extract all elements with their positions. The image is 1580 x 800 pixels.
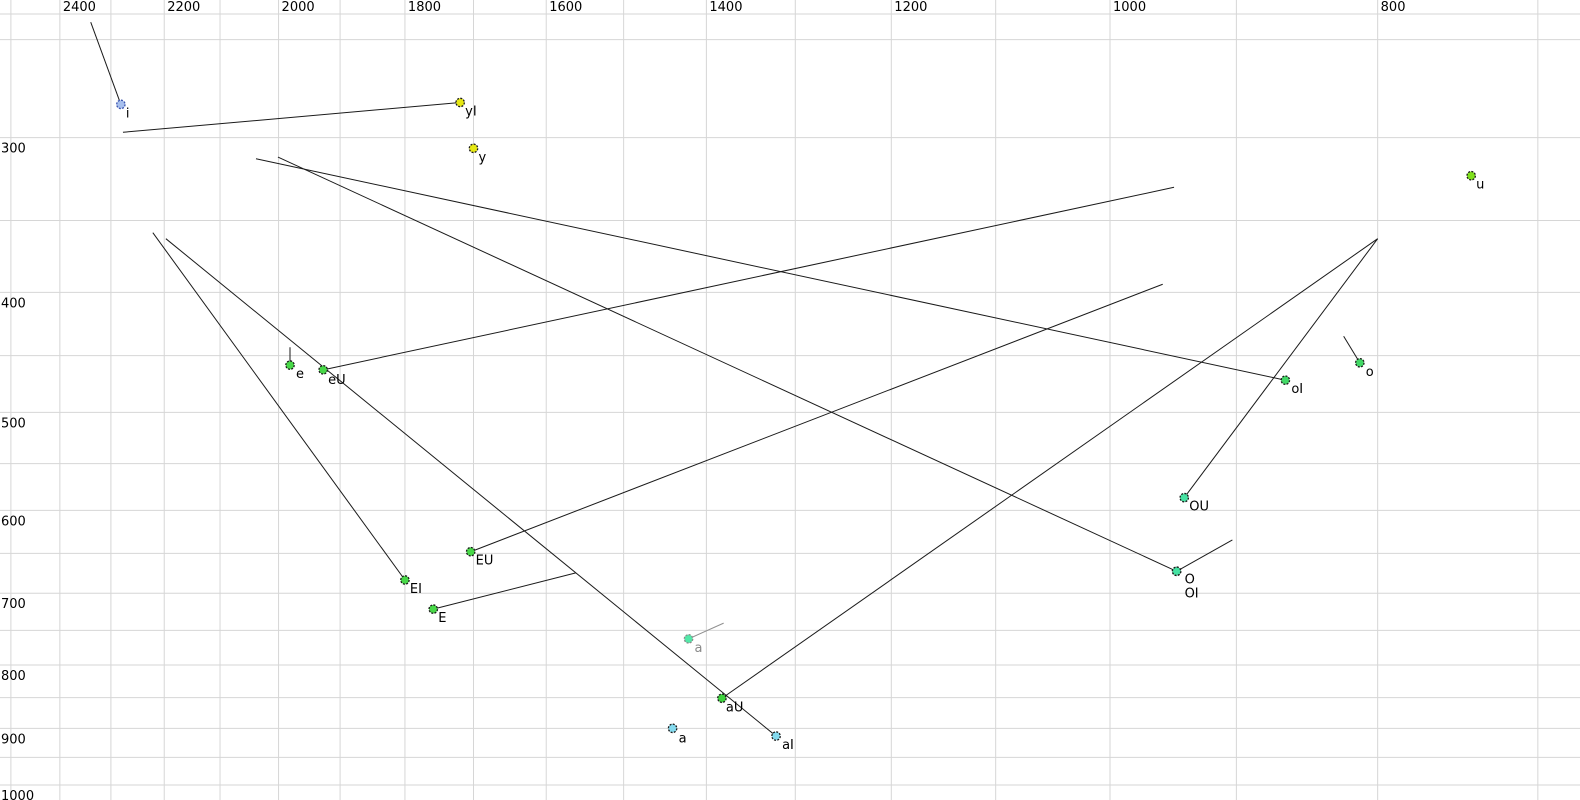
trajectory-a-muted bbox=[688, 622, 724, 640]
point-EI bbox=[400, 575, 410, 585]
point-label-o: o bbox=[1366, 365, 1374, 380]
point-label-aU: aU bbox=[726, 700, 743, 715]
point-label-y: y bbox=[479, 150, 487, 165]
y-tick-label-300: 300 bbox=[1, 142, 26, 157]
point-label-a: a bbox=[679, 731, 687, 746]
point-label-OU: OU bbox=[1189, 500, 1209, 515]
y-tick-label-700: 700 bbox=[1, 597, 26, 612]
point-label-aI: aI bbox=[782, 738, 794, 753]
trajectory-i bbox=[90, 21, 122, 105]
trajectory-yI bbox=[122, 102, 461, 133]
y-tick-label-600: 600 bbox=[1, 514, 26, 529]
trajectory-OI bbox=[277, 156, 1177, 572]
trajectory-aI bbox=[165, 238, 777, 737]
trajectory-o bbox=[1343, 335, 1361, 364]
trajectory-OU bbox=[1183, 238, 1379, 498]
x-tick-label-800: 800 bbox=[1381, 0, 1406, 15]
point-y bbox=[468, 143, 479, 154]
trajectory-eU bbox=[323, 186, 1175, 371]
trajectory-E bbox=[433, 572, 576, 610]
point-aI bbox=[771, 731, 781, 741]
point-e bbox=[285, 360, 295, 371]
point-a-muted bbox=[683, 634, 694, 644]
trajectory-EU bbox=[470, 283, 1163, 553]
y-tick-label-800: 800 bbox=[1, 669, 26, 684]
x-tick-label-2200: 2200 bbox=[167, 0, 200, 15]
point-label-E: E bbox=[438, 611, 446, 626]
trajectory-oI bbox=[255, 158, 1286, 381]
point-o bbox=[1354, 357, 1365, 368]
point-label-a-muted: a bbox=[695, 641, 703, 656]
point-label-yI: yI bbox=[465, 104, 477, 119]
y-tick-label-900: 900 bbox=[1, 732, 26, 747]
y-tick-label-400: 400 bbox=[1, 296, 26, 311]
point-u bbox=[1466, 170, 1477, 181]
y-axis-tick-labels: 300 400 500 600 700 800 900 1000 bbox=[1, 142, 34, 800]
point-EU bbox=[465, 546, 476, 557]
trajectory-aU bbox=[721, 238, 1378, 699]
point-eU bbox=[318, 364, 329, 375]
trajectory-EI bbox=[152, 232, 406, 581]
point-O bbox=[1171, 566, 1182, 577]
x-tick-label-1800: 1800 bbox=[408, 0, 441, 15]
x-axis-tick-labels: 2400 2200 2000 1800 1600 1400 1200 1000 800 bbox=[63, 0, 1406, 15]
point-label-O: O bbox=[1185, 572, 1195, 587]
point-E bbox=[428, 604, 439, 614]
point-i bbox=[116, 99, 126, 110]
x-tick-label-1200: 1200 bbox=[894, 0, 927, 15]
point-label-EI: EI bbox=[410, 582, 422, 597]
y-tick-label-500: 500 bbox=[1, 416, 26, 431]
point-label-EU: EU bbox=[476, 554, 494, 569]
point-label-e: e bbox=[296, 367, 304, 382]
vowel-point-labels: i yI y u e eU o oI OU OIO EU EI Ea aU a aI bbox=[126, 104, 1485, 753]
point-label-oI: oI bbox=[1291, 382, 1303, 397]
x-tick-label-2000: 2000 bbox=[282, 0, 315, 15]
point-oI bbox=[1280, 375, 1291, 386]
point-label-eU: eU bbox=[328, 373, 346, 388]
point-a bbox=[667, 723, 678, 734]
point-OU bbox=[1179, 492, 1190, 503]
y-tick-label-1000: 1000 bbox=[1, 789, 34, 800]
trajectory-O bbox=[1176, 539, 1233, 572]
vowel-points bbox=[116, 97, 1477, 741]
point-aU bbox=[717, 693, 727, 704]
point-yI bbox=[455, 97, 466, 108]
point-label-u: u bbox=[1476, 178, 1484, 193]
trajectory-lines bbox=[90, 21, 1379, 737]
x-tick-label-1600: 1600 bbox=[549, 0, 582, 15]
point-label-i: i bbox=[126, 106, 130, 121]
point-label-OI: OI bbox=[1185, 586, 1199, 601]
x-tick-label-2400: 2400 bbox=[63, 0, 96, 15]
x-tick-label-1000: 1000 bbox=[1113, 0, 1146, 15]
x-tick-label-1400: 1400 bbox=[709, 0, 742, 15]
